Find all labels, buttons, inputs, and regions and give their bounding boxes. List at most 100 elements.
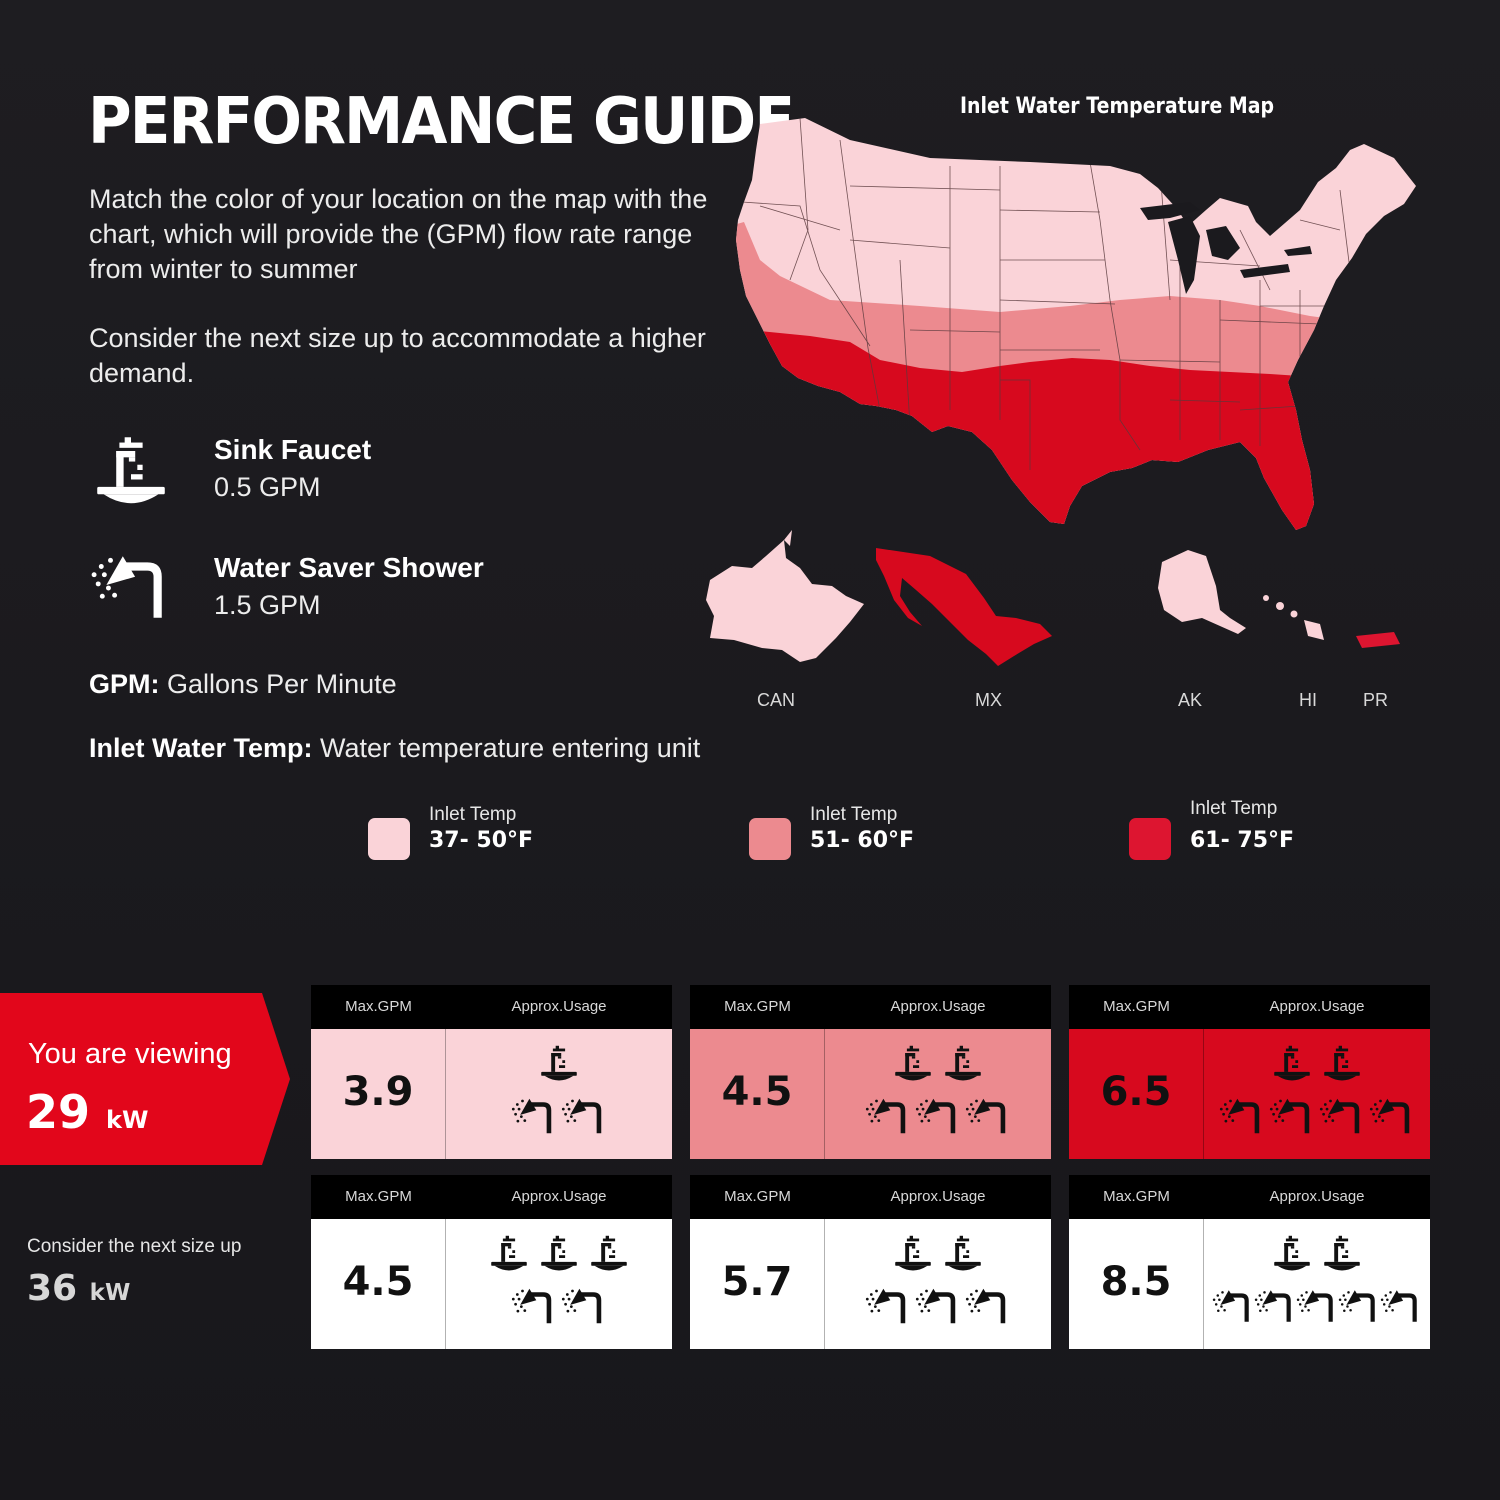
map-label-puerto-rico: PR (1363, 690, 1389, 710)
max-gpm-header: Max.GPM (724, 998, 791, 1015)
approx-usage-cell (446, 1219, 672, 1349)
shower-icons (446, 1285, 672, 1327)
max-gpm-value: 6.5 (1100, 1069, 1172, 1115)
legend-range: 51- 60°F (810, 828, 915, 853)
usage-card: Max.GPM Approx.Usage 3.9 (311, 985, 672, 1159)
sink-faucet-icon (1272, 1233, 1312, 1273)
card-header: Max.GPM Approx.Usage (690, 985, 1051, 1029)
max-gpm-header: Max.GPM (1103, 1188, 1170, 1205)
card-body: 5.7 (690, 1219, 1051, 1349)
legend-item-mild: Inlet Temp 51- 60°F (749, 804, 989, 866)
sink-faucet-icon (1272, 1043, 1312, 1083)
usage-card: Max.GPM Approx.Usage 4.5 (311, 1175, 672, 1349)
approx-usage-header: Approx.Usage (890, 998, 986, 1015)
card-header: Max.GPM Approx.Usage (1069, 985, 1430, 1029)
usage-card: Max.GPM Approx.Usage 6.5 (1069, 985, 1430, 1159)
usage-card: Max.GPM Approx.Usage 8.5 (1069, 1175, 1430, 1349)
hawaii-map (1263, 595, 1324, 640)
next-kw-value: 36 (27, 1268, 78, 1309)
max-gpm-value: 3.9 (342, 1069, 414, 1115)
approx-usage-cell (825, 1219, 1051, 1349)
sink-icons (1204, 1043, 1430, 1083)
shower-head-icon (965, 1285, 1011, 1327)
definition-text: Water temperature entering unit (320, 733, 701, 763)
sink-icons (446, 1043, 672, 1083)
shower-icons (825, 1095, 1051, 1137)
approx-usage-header: Approx.Usage (890, 1188, 986, 1205)
shower-head-icon (915, 1285, 961, 1327)
card-header: Max.GPM Approx.Usage (690, 1175, 1051, 1219)
legend-label: Inlet Temp (1190, 798, 1278, 819)
usage-card: Max.GPM Approx.Usage 5.7 (690, 1175, 1051, 1349)
max-gpm-header: Max.GPM (1103, 998, 1170, 1015)
max-gpm-header: Max.GPM (345, 1188, 412, 1205)
card-body: 8.5 (1069, 1219, 1430, 1349)
sink-faucet-icon (589, 1233, 629, 1273)
shower-head-icon (1212, 1285, 1254, 1327)
gpm-definition: GPM: Gallons Per Minute (89, 667, 709, 702)
shower-head-icon (1338, 1285, 1380, 1327)
canada-island (784, 530, 792, 546)
legend-swatch (1129, 818, 1171, 860)
sink-faucet-icon (943, 1233, 983, 1273)
shower-legend: Water Saver Shower 1.5 GPM (90, 550, 610, 640)
inlet-temperature-map (706, 118, 1416, 666)
inlet-temp-definition: Inlet Water Temp: Water temperature ente… (89, 731, 709, 766)
legend-swatch (368, 818, 410, 860)
legend-item-warm: Inlet Temp 61- 75°F (1129, 798, 1369, 866)
state-borders (741, 118, 1351, 470)
max-gpm-cell: 5.7 (690, 1219, 825, 1349)
definition-term: GPM: (89, 669, 160, 699)
banner-shape (0, 993, 290, 1165)
card-header: Max.GPM Approx.Usage (311, 985, 672, 1029)
approx-usage-cell (1204, 1219, 1430, 1349)
sink-icons (825, 1043, 1051, 1083)
usage-card: Max.GPM Approx.Usage 4.5 (690, 985, 1051, 1159)
sink-faucet-icon (1322, 1043, 1362, 1083)
shower-head-icon (1269, 1095, 1315, 1137)
fixture-name: Sink Faucet (214, 434, 372, 465)
max-gpm-cell: 4.5 (311, 1219, 446, 1349)
definition-text: Gallons Per Minute (167, 669, 397, 699)
map-label-hawaii: HI (1299, 690, 1317, 710)
sink-faucet-icon (539, 1043, 579, 1083)
legend-range: 37- 50°F (429, 828, 534, 853)
shower-head-icon (1219, 1095, 1265, 1137)
next-size-model: 36 kW (27, 1268, 130, 1309)
approx-usage-header: Approx.Usage (1269, 998, 1365, 1015)
max-gpm-cell: 8.5 (1069, 1219, 1204, 1349)
viewing-banner: You are viewing 29 kW (0, 993, 290, 1165)
map-label-mexico: MX (975, 690, 1002, 710)
viewing-label: You are viewing (28, 1038, 232, 1070)
legend-swatch (749, 818, 791, 860)
shower-icons (446, 1095, 672, 1137)
sink-faucet-icon (90, 432, 172, 508)
shower-head-icon (1369, 1095, 1415, 1137)
sink-icons (825, 1233, 1051, 1273)
sink-faucet-icon (539, 1233, 579, 1273)
map-title: Inlet Water Temperature Map (960, 94, 1275, 119)
approx-usage-cell (446, 1029, 672, 1159)
shower-head-icon (511, 1285, 557, 1327)
shower-head-icon (865, 1285, 911, 1327)
map-label-alaska: AK (1178, 690, 1203, 710)
puerto-rico-map (1356, 632, 1400, 648)
legend-label: Inlet Temp (810, 804, 898, 825)
shower-head-icon (561, 1095, 607, 1137)
approx-usage-header: Approx.Usage (511, 998, 607, 1015)
card-body: 6.5 (1069, 1029, 1430, 1159)
fixture-rate: 1.5 GPM (214, 590, 321, 620)
max-gpm-header: Max.GPM (724, 1188, 791, 1205)
sink-faucet-icon (943, 1043, 983, 1083)
sink-faucet-icon (1322, 1233, 1362, 1273)
intro-paragraph: Match the color of your location on the … (89, 184, 708, 284)
shower-head-icon (1319, 1095, 1365, 1137)
alaska-map (1158, 550, 1246, 634)
max-gpm-value: 5.7 (721, 1259, 793, 1305)
great-lakes (1140, 202, 1312, 294)
viewing-kw-value: 29 (26, 1085, 91, 1139)
page-title: PERFORMANCE GUIDE (88, 85, 795, 159)
viewing-model: 29 kW (26, 1085, 148, 1139)
max-gpm-header: Max.GPM (345, 998, 412, 1015)
shower-head-icon (561, 1285, 607, 1327)
